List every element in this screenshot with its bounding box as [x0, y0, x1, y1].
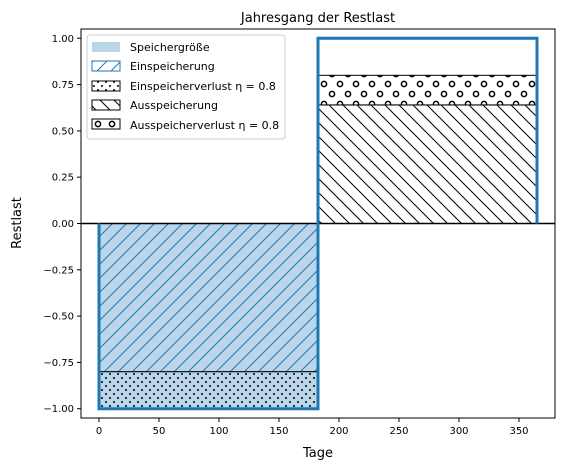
legend-swatch-einspeicherung	[91, 60, 121, 72]
y-axis: −1.00 −0.75 −0.50 −0.25 0.00 0.25 0.50 0.75 1.00	[43, 34, 81, 415]
legend-label-einspeicherverlust: Einspeicherverlust η = 0.8	[130, 80, 276, 93]
x-tick-label: 250	[389, 426, 408, 437]
y-axis-label: Restlast	[10, 197, 25, 249]
chart-title: Jahresgang der Restlast	[240, 11, 395, 26]
y-tick-label: −0.50	[43, 312, 74, 323]
y-tick-label: −1.00	[43, 404, 74, 415]
fill-region-circles	[317, 74, 538, 106]
x-tick-label: 100	[209, 426, 228, 437]
y-tick-label: −0.75	[43, 358, 74, 369]
x-tick-label: 300	[449, 426, 468, 437]
fill-region-small-dots	[98, 371, 319, 410]
x-tick-label: 350	[509, 426, 528, 437]
legend-swatch-ausspeicherung	[91, 99, 121, 111]
fill-region-diagonal-forward	[98, 223, 319, 373]
legend-label-einspeicherung: Einspeicherung	[130, 60, 215, 73]
legend-label-ausspeicherung: Ausspeicherung	[130, 99, 218, 112]
legend-swatch-ausspeicherverlust	[91, 118, 121, 130]
legend-swatch-speichergroesse	[92, 42, 120, 52]
speichergroesse-outline	[97, 36, 539, 411]
legend-swatch-circle	[94, 120, 102, 128]
legend-label-speichergroesse: Speichergröße	[130, 41, 210, 54]
y-tick-label: 0.75	[52, 80, 74, 91]
y-tick-label: 0.50	[52, 126, 74, 137]
legend-swatch-circle	[108, 120, 116, 128]
legend: Speichergröße Einspeicherung Einspeicher…	[86, 34, 286, 140]
x-axis-label: Tage	[302, 446, 333, 461]
legend-label-ausspeicherverlust: Ausspeicherverlust η = 0.8	[130, 119, 279, 132]
x-tick-label: 200	[329, 426, 348, 437]
x-axis: 0 50 100 150 200 250 300 350	[96, 418, 529, 437]
fill-region-diagonal-backward	[317, 104, 538, 224]
x-tick-label: 50	[153, 426, 166, 437]
x-tick-label: 0	[96, 426, 102, 437]
plot-area	[81, 36, 555, 411]
y-tick-label: −0.25	[43, 265, 74, 276]
x-tick-label: 150	[269, 426, 288, 437]
legend-box	[86, 34, 286, 140]
legend-swatch-einspeicherverlust	[91, 80, 121, 92]
y-tick-label: 1.00	[52, 34, 74, 45]
y-tick-label: 0.25	[52, 173, 74, 184]
y-tick-label: 0.00	[52, 219, 74, 230]
